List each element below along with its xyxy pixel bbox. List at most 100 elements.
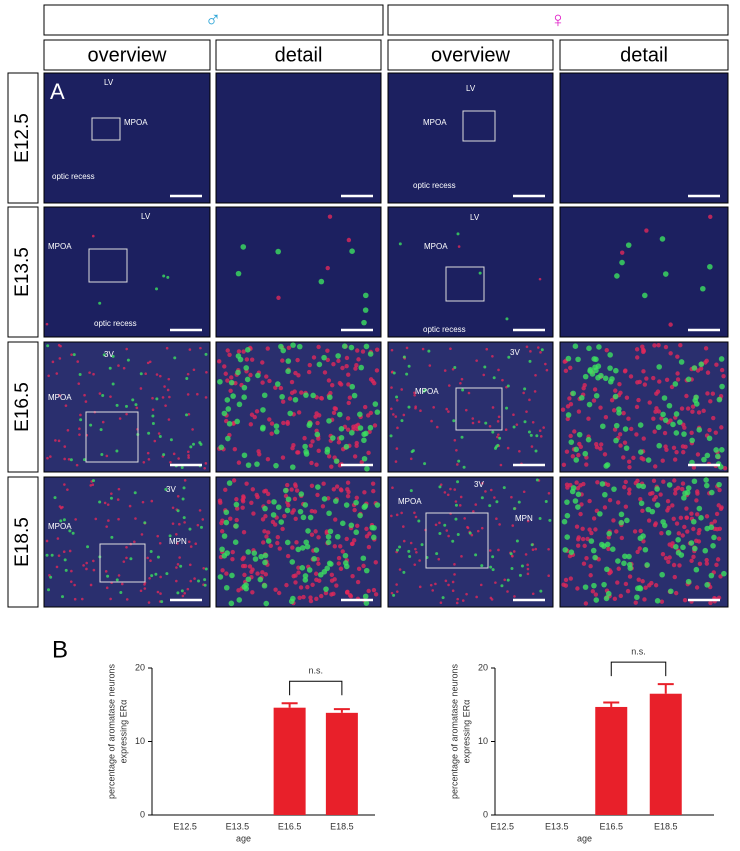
cell bbox=[247, 564, 253, 569]
cell bbox=[229, 572, 235, 579]
cell bbox=[287, 396, 293, 401]
cell bbox=[673, 487, 678, 492]
cell bbox=[325, 533, 332, 540]
cell bbox=[502, 486, 506, 490]
cell bbox=[273, 385, 278, 390]
cell bbox=[478, 271, 482, 275]
x-axis-label: age bbox=[577, 833, 592, 843]
cell bbox=[307, 362, 313, 368]
cell bbox=[456, 597, 460, 601]
cell bbox=[718, 574, 723, 579]
cell bbox=[285, 553, 291, 559]
cell bbox=[531, 548, 535, 552]
cell bbox=[611, 408, 617, 413]
cell bbox=[362, 490, 367, 495]
cell bbox=[142, 460, 146, 464]
cell bbox=[663, 344, 669, 350]
cell bbox=[181, 594, 185, 598]
cell bbox=[366, 544, 372, 550]
cell bbox=[391, 486, 394, 490]
cell bbox=[361, 563, 366, 569]
cell bbox=[228, 388, 233, 394]
cell bbox=[262, 559, 268, 566]
row-label-box bbox=[7, 341, 39, 473]
cell bbox=[223, 519, 230, 526]
cell bbox=[562, 359, 567, 364]
cell bbox=[656, 364, 663, 370]
cell bbox=[135, 406, 139, 410]
cell bbox=[236, 349, 242, 354]
cell bbox=[531, 420, 535, 424]
column-header: overview bbox=[88, 44, 167, 66]
cell bbox=[237, 356, 244, 363]
cell bbox=[483, 365, 487, 369]
cell bbox=[674, 449, 679, 455]
cell bbox=[492, 376, 496, 380]
cell bbox=[353, 499, 359, 506]
cell bbox=[669, 384, 675, 390]
cell bbox=[491, 568, 495, 572]
cell bbox=[128, 504, 132, 508]
cell bbox=[461, 388, 465, 392]
cell bbox=[115, 403, 119, 407]
cell bbox=[639, 455, 644, 461]
cell bbox=[635, 355, 640, 360]
cell bbox=[684, 506, 689, 511]
cell bbox=[296, 570, 301, 575]
cell bbox=[499, 463, 503, 467]
cell bbox=[661, 395, 668, 401]
cell bbox=[235, 506, 240, 511]
cell bbox=[245, 576, 252, 583]
cell bbox=[704, 582, 710, 588]
micrograph bbox=[559, 72, 729, 204]
x-tick-label: E16.5 bbox=[278, 821, 302, 831]
cell bbox=[234, 517, 239, 523]
cell bbox=[79, 418, 83, 422]
cell bbox=[446, 493, 450, 497]
cell bbox=[598, 442, 604, 447]
cell bbox=[357, 512, 363, 519]
zoom-box bbox=[455, 387, 503, 431]
region-label: 3V bbox=[474, 480, 484, 489]
cell bbox=[262, 505, 268, 512]
cell bbox=[574, 524, 580, 529]
micrograph bbox=[43, 72, 211, 204]
cell bbox=[626, 416, 631, 421]
cell bbox=[675, 377, 681, 382]
cell bbox=[151, 414, 155, 418]
cell bbox=[155, 397, 159, 401]
region-label: MPOA bbox=[423, 118, 447, 127]
cell bbox=[573, 446, 579, 453]
cell bbox=[569, 488, 576, 495]
cell bbox=[568, 549, 575, 555]
cell bbox=[394, 460, 398, 463]
cell bbox=[104, 570, 108, 573]
cell bbox=[512, 550, 516, 553]
cell bbox=[51, 360, 55, 364]
cell bbox=[252, 556, 259, 562]
cell bbox=[346, 489, 351, 495]
cell bbox=[691, 365, 698, 371]
cell bbox=[155, 287, 159, 291]
cell bbox=[111, 354, 115, 358]
cell bbox=[575, 537, 581, 542]
cell bbox=[642, 382, 648, 387]
cell bbox=[311, 555, 317, 562]
cell bbox=[439, 601, 443, 604]
cell bbox=[362, 292, 369, 299]
cell bbox=[712, 519, 718, 524]
cell bbox=[510, 566, 514, 570]
cell bbox=[605, 590, 612, 597]
cell bbox=[46, 344, 50, 348]
cell bbox=[612, 596, 618, 602]
cell bbox=[304, 543, 311, 550]
cell bbox=[194, 542, 198, 546]
cell bbox=[533, 390, 537, 393]
cell bbox=[305, 584, 310, 590]
cell bbox=[323, 586, 329, 592]
cell bbox=[685, 406, 691, 411]
cell bbox=[50, 553, 54, 557]
cell bbox=[314, 596, 319, 602]
cell bbox=[454, 517, 458, 521]
cell bbox=[602, 375, 609, 382]
